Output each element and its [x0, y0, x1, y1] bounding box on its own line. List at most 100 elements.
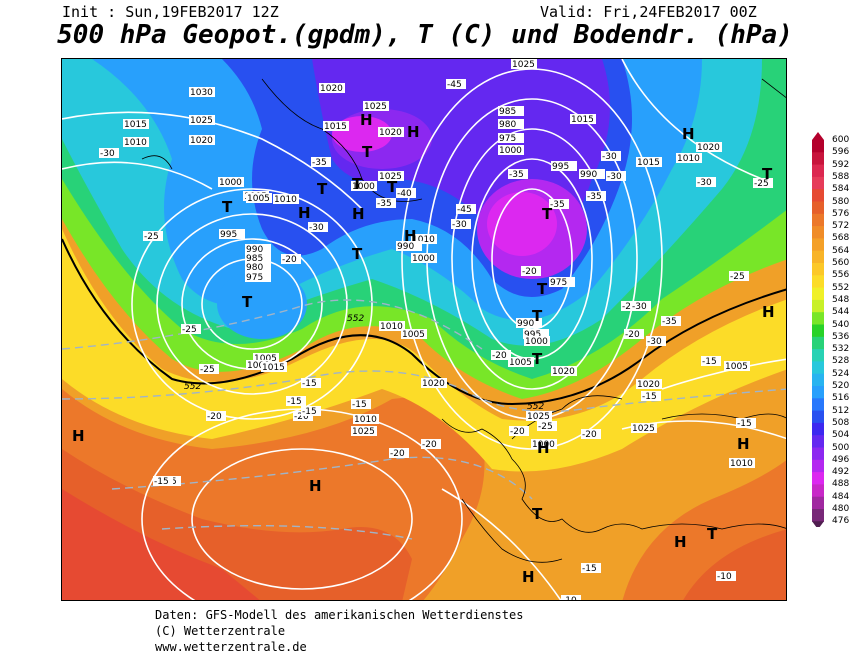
legend-swatch: [812, 312, 824, 325]
isobar-label-bg: [351, 426, 377, 436]
isobar-label-bg: [498, 145, 524, 155]
temp-label: -30: [632, 302, 647, 312]
legend-swatch: [812, 373, 824, 387]
high-pressure-marker: H: [72, 427, 85, 445]
isobar-label-bg: [724, 361, 750, 371]
temp-label-bg: [729, 271, 749, 281]
temp-label-bg: [181, 324, 201, 334]
isobar-label-bg: [319, 83, 345, 93]
legend-swatch: [812, 263, 824, 276]
isobar-label: 1025: [352, 427, 375, 437]
temp-label: -30: [647, 337, 662, 347]
legend-label: 560: [832, 258, 850, 268]
high-pressure-marker: H: [737, 435, 750, 453]
temp-label: -25: [730, 272, 745, 282]
legend-label: 496: [832, 454, 850, 465]
legend-label: 528: [832, 356, 850, 367]
legend-arrow-bottom: [812, 521, 824, 530]
temp-label: -25: [200, 365, 215, 375]
legend-label: 548: [832, 294, 850, 305]
legend-label: 508: [832, 417, 850, 428]
legend-swatch: [812, 435, 824, 448]
legend-label: 492: [832, 467, 850, 478]
legend-swatch: [812, 201, 824, 215]
legend-label: 568: [832, 233, 850, 244]
isobar-label: 1020: [190, 136, 213, 146]
isobar-label: 1015: [124, 120, 147, 130]
isobar-label: 1000: [525, 337, 548, 347]
temp-label: -20: [522, 267, 537, 277]
temp-label-bg: [99, 148, 119, 158]
low-pressure-marker: T: [542, 205, 553, 223]
region-east-580: [683, 529, 786, 600]
isobar-label: 980: [246, 263, 263, 273]
isobar-label-bg: [245, 244, 271, 254]
high-pressure-marker: H: [298, 204, 311, 222]
legend-swatch: [812, 398, 824, 412]
isobar-label: 1020: [320, 84, 343, 94]
color-legend: 600 596 592 588 584 580 576 572 568 564 560 556 552 5…: [812, 132, 850, 530]
isobar-label-bg: [123, 119, 149, 129]
isobar-label: 1010: [677, 154, 700, 164]
temp-label: -30: [309, 223, 324, 233]
isobar-label: 1005: [254, 354, 277, 364]
isobar-label: 1010: [730, 459, 753, 469]
isobar-label: 1025: [512, 60, 535, 70]
temp-label-bg: [661, 316, 681, 326]
isobar-label: 1000: [219, 178, 242, 188]
isobar-label-bg: [245, 272, 271, 282]
isobar-label: 1010: [354, 415, 377, 425]
temp-label: -15: [302, 407, 317, 417]
isobar-label: 980: [499, 120, 516, 130]
temp-label: -40: [397, 189, 412, 199]
isobar-label-bg: [246, 360, 272, 370]
temp-label: -20: [625, 330, 640, 340]
temp-label-bg: [389, 448, 409, 458]
isobar-label-bg: [189, 135, 215, 145]
legend-bar: [812, 132, 824, 530]
temp-label: -15: [352, 400, 367, 410]
region-low-west: [217, 269, 307, 339]
weather-map: 1030 1025 1015 1010 1020 1020 1025 1015 1020 1000…: [61, 58, 787, 601]
temp-label-bg: [509, 426, 529, 436]
legend-label: 500: [832, 442, 850, 453]
low-pressure-marker: T: [762, 165, 773, 183]
legend-label: 584: [832, 184, 850, 195]
temp-label: -20: [492, 351, 507, 361]
isobar-label: 995: [524, 330, 541, 340]
temp-label-bg: [451, 219, 471, 229]
temp-label-bg: [301, 378, 321, 388]
isobar-label-bg: [219, 229, 245, 239]
temp-label-bg: [646, 336, 666, 346]
temp-label: -20: [422, 440, 437, 450]
isobar-label: 990: [246, 245, 263, 255]
legend-swatch: [812, 140, 824, 153]
temp-label-bg: [376, 198, 396, 208]
legend-swatch: [812, 386, 824, 399]
temp-label-bg: [561, 595, 581, 600]
temp-label: -30: [607, 172, 622, 182]
legend-swatch: [812, 361, 824, 375]
temp-label-bg: [601, 151, 621, 161]
temp-labels: -30-35-40-45-45-35-30-35-35-30-35-30-30-…: [99, 79, 773, 600]
isobar-label-bg: [696, 142, 722, 152]
legend-swatch: [812, 213, 824, 227]
isobar-label: 975: [550, 278, 567, 288]
temp-label-bg: [491, 350, 511, 360]
high-pressure-marker: H: [762, 303, 775, 321]
isobar-label-bg: [516, 318, 542, 328]
isobar-label-bg: [189, 87, 215, 97]
low-pressure-marker: T: [532, 350, 543, 368]
legend-swatch: [812, 484, 824, 498]
isobar-label: 995: [552, 162, 569, 172]
isobar-label: 990: [397, 242, 414, 252]
isobar-label-bg: [411, 253, 437, 263]
isobar-label-bg: [379, 321, 405, 331]
isobar-label-bg: [378, 127, 404, 137]
low-pressure-marker: T: [352, 175, 363, 193]
high-pressure-marker: H: [522, 568, 535, 586]
isobar-label-bg: [245, 262, 271, 272]
temp-label: -20: [294, 412, 309, 422]
legend-label: 484: [832, 491, 850, 502]
isobar-label-bg: [636, 379, 662, 389]
